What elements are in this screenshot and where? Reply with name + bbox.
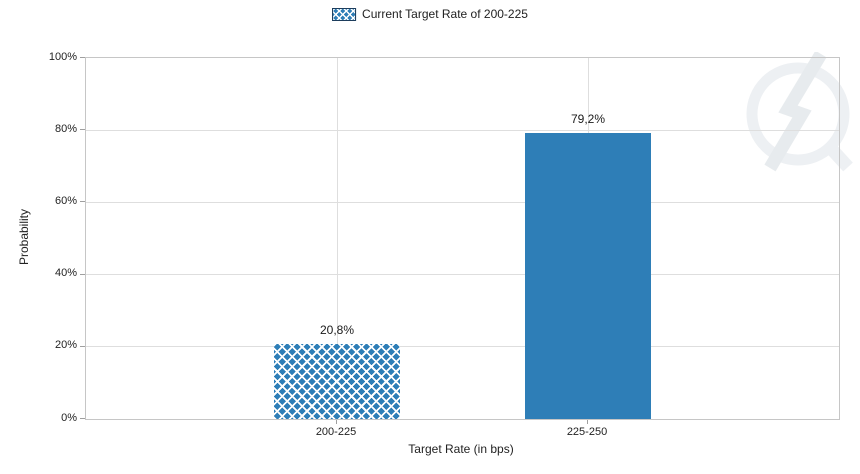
y-tick-mark — [80, 57, 85, 58]
y-tick-label: 40% — [54, 267, 77, 280]
legend-item[interactable]: Current Target Rate of 200-225 — [332, 7, 528, 21]
legend-swatch-icon — [332, 7, 357, 21]
h-gridline — [86, 201, 839, 203]
x-axis-title: Target Rate (in bps) — [408, 442, 514, 456]
y-tick-mark — [80, 345, 85, 347]
x-tick-mark — [336, 419, 337, 424]
y-tick-mark — [80, 418, 85, 419]
bar-value-label: 79,2% — [570, 112, 606, 127]
bar-200-225 — [274, 343, 400, 419]
y-tick-mark — [80, 201, 85, 203]
y-tick-label: 60% — [54, 194, 77, 207]
y-tick-label: 100% — [48, 50, 77, 63]
bar-225-250 — [525, 133, 651, 419]
x-tick-label: 225-250 — [566, 426, 608, 438]
bar-value-label: 20,8% — [319, 322, 355, 337]
y-axis-title: Probability — [17, 208, 31, 266]
legend-label: Current Target Rate of 200-225 — [362, 7, 528, 21]
x-tick-mark — [587, 419, 588, 424]
y-tick-mark — [80, 129, 85, 131]
h-gridline — [86, 129, 839, 131]
y-tick-label: 0% — [61, 411, 77, 424]
y-tick-label: 20% — [54, 339, 77, 352]
y-tick-mark — [80, 273, 85, 275]
watermark-logo — [726, 50, 860, 182]
h-gridline — [86, 274, 839, 276]
v-gridline — [336, 58, 338, 419]
x-tick-label: 200-225 — [315, 426, 357, 438]
plot-area: 20,8% 79,2% — [85, 57, 840, 420]
y-tick-label: 80% — [54, 122, 77, 135]
h-gridline — [86, 346, 839, 348]
